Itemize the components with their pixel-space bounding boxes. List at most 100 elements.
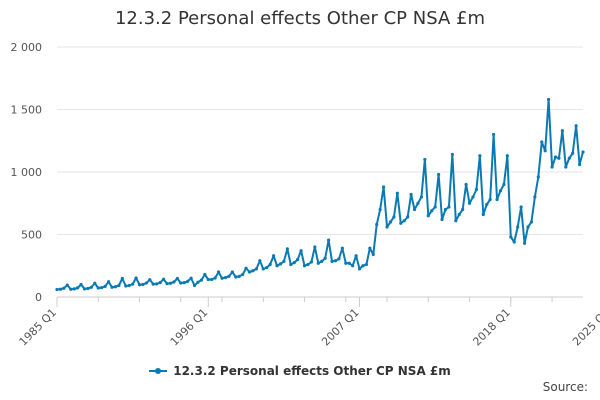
data-point[interactable] [364, 262, 369, 267]
data-point[interactable] [516, 225, 520, 229]
data-point[interactable] [361, 264, 365, 268]
data-point[interactable] [213, 276, 217, 280]
data-point[interactable] [385, 225, 389, 229]
data-point[interactable] [495, 197, 499, 202]
data-point[interactable] [519, 205, 523, 209]
data-point[interactable] [72, 287, 76, 291]
data-point[interactable] [168, 281, 173, 285]
data-point[interactable] [478, 154, 482, 158]
data-point[interactable] [440, 217, 444, 222]
data-point[interactable] [113, 285, 118, 289]
data-point[interactable] [443, 207, 448, 212]
data-point[interactable] [574, 124, 578, 128]
data-point[interactable] [557, 156, 561, 160]
data-point[interactable] [419, 195, 424, 199]
data-point[interactable] [437, 172, 441, 177]
data-point[interactable] [241, 272, 245, 277]
data-point[interactable] [144, 281, 148, 285]
data-point[interactable] [124, 284, 128, 288]
data-point[interactable] [199, 278, 203, 282]
data-point[interactable] [581, 150, 585, 154]
legend-label[interactable]: 12.3.2 Personal effects Other CP NSA £m [173, 364, 451, 378]
data-point[interactable] [357, 267, 362, 271]
data-point[interactable] [254, 267, 258, 271]
data-point[interactable] [512, 240, 516, 244]
data-point[interactable] [375, 222, 379, 227]
data-point[interactable] [237, 274, 241, 278]
data-point[interactable] [505, 154, 509, 158]
data-point[interactable] [526, 225, 530, 229]
legend[interactable]: 12.3.2 Personal effects Other CP NSA £m [0, 364, 600, 378]
data-point[interactable] [382, 185, 386, 189]
data-point[interactable] [564, 165, 568, 169]
data-point[interactable] [351, 264, 355, 268]
data-point[interactable] [148, 278, 152, 282]
data-point[interactable] [430, 209, 434, 213]
data-point[interactable] [137, 283, 142, 287]
data-point[interactable] [103, 284, 107, 288]
data-point[interactable] [412, 207, 417, 212]
data-point[interactable] [309, 260, 314, 264]
data-point[interactable] [560, 129, 564, 133]
data-point[interactable] [278, 262, 283, 266]
data-point[interactable] [79, 282, 83, 287]
data-point[interactable] [227, 274, 231, 278]
data-point[interactable] [86, 286, 90, 291]
data-point[interactable] [492, 132, 496, 137]
data-point[interactable] [450, 152, 454, 157]
data-point[interactable] [543, 149, 547, 153]
data-point[interactable] [471, 195, 475, 199]
data-point[interactable] [216, 270, 221, 274]
data-point[interactable] [368, 246, 372, 250]
data-point[interactable] [409, 192, 413, 197]
data-point[interactable] [265, 266, 269, 270]
data-point[interactable] [127, 283, 131, 288]
data-point[interactable] [354, 254, 358, 258]
data-point[interactable] [89, 285, 93, 289]
data-point[interactable] [509, 235, 513, 239]
data-point[interactable] [533, 195, 537, 199]
data-point[interactable] [522, 241, 527, 245]
data-point[interactable] [165, 282, 169, 286]
data-point[interactable] [69, 287, 73, 291]
data-point[interactable] [423, 157, 427, 162]
data-point[interactable] [203, 272, 207, 277]
data-point[interactable] [406, 215, 410, 219]
data-point[interactable] [96, 286, 100, 290]
data-point[interactable] [577, 162, 582, 167]
data-point[interactable] [76, 286, 80, 290]
data-point[interactable] [251, 269, 255, 273]
data-point[interactable] [289, 262, 293, 267]
data-point[interactable] [62, 286, 66, 290]
data-point[interactable] [271, 254, 276, 258]
data-point[interactable] [172, 280, 176, 284]
data-point[interactable] [433, 205, 437, 209]
data-point[interactable] [141, 282, 145, 287]
data-point[interactable] [302, 264, 307, 268]
data-point[interactable] [467, 201, 472, 205]
data-point[interactable] [306, 262, 310, 267]
data-point[interactable] [567, 156, 571, 160]
data-point[interactable] [220, 276, 224, 280]
data-point[interactable] [189, 276, 193, 280]
data-point[interactable] [416, 201, 420, 205]
data-point[interactable] [553, 155, 558, 159]
data-point[interactable] [117, 283, 121, 288]
data-point[interactable] [110, 285, 114, 289]
data-point[interactable] [210, 277, 214, 282]
data-point[interactable] [536, 175, 540, 179]
data-point[interactable] [402, 219, 406, 223]
data-point[interactable] [175, 276, 179, 281]
data-point[interactable] [371, 252, 375, 257]
data-point[interactable] [161, 277, 166, 281]
data-point[interactable] [344, 261, 348, 265]
data-point[interactable] [529, 220, 534, 224]
data-point[interactable] [571, 151, 575, 155]
data-point[interactable] [223, 276, 228, 280]
data-point[interactable] [206, 277, 210, 282]
data-point[interactable] [457, 212, 461, 217]
data-point[interactable] [337, 257, 341, 261]
data-point[interactable] [230, 270, 234, 274]
data-point[interactable] [120, 276, 124, 281]
data-point[interactable] [502, 182, 506, 187]
